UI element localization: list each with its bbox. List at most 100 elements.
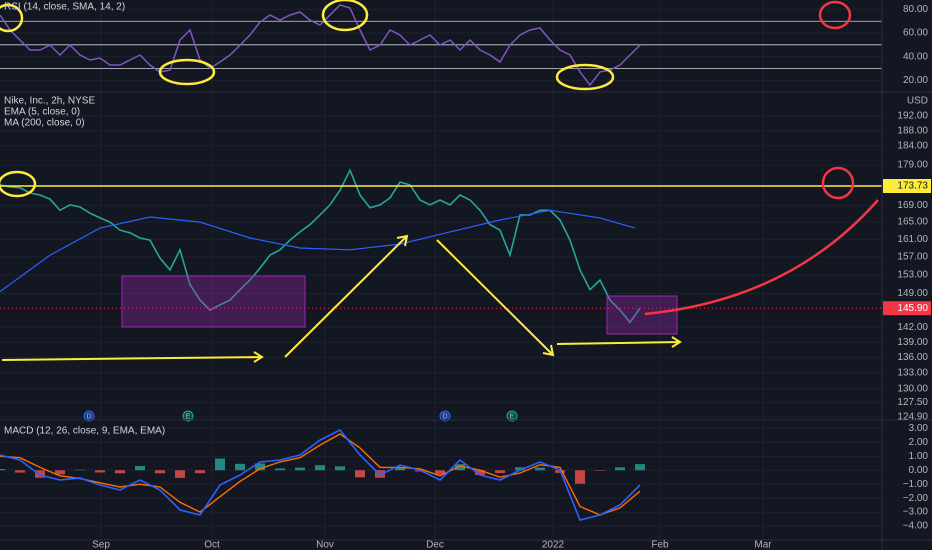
highlight-circle xyxy=(321,0,369,32)
y-tick-label: 188.00 xyxy=(897,125,928,136)
x-tick-label: Mar xyxy=(754,540,772,550)
grid-layer xyxy=(0,0,882,540)
price-badge xyxy=(883,301,931,316)
macd-line xyxy=(0,428,641,521)
x-tick-label: Sep xyxy=(92,540,110,550)
y-tick-label: 127.50 xyxy=(897,397,928,408)
y-tick-label: 20.00 xyxy=(903,75,928,86)
ema-legend: EMA (5, close, 0) xyxy=(4,107,80,118)
zone-box xyxy=(121,275,306,328)
event-marker xyxy=(439,410,451,422)
histogram-bar xyxy=(295,467,305,471)
event-label: D xyxy=(86,413,91,420)
x-tick-label: Nov xyxy=(316,540,334,550)
price-badge-label: 145.90 xyxy=(897,303,928,314)
y-tick-label: 40.00 xyxy=(903,51,928,62)
y-tick-label: 179.00 xyxy=(897,160,928,171)
y-tick-label: 60.00 xyxy=(903,28,928,39)
highlight-circle xyxy=(0,170,37,198)
highlight-circle xyxy=(555,63,615,91)
price-series xyxy=(0,209,636,293)
x-tick-label: Oct xyxy=(204,540,220,550)
histogram-bar xyxy=(435,470,445,475)
histogram-bar xyxy=(155,470,165,474)
y-tick-label: 3.00 xyxy=(909,423,929,434)
histogram-bar xyxy=(355,470,365,478)
histogram-bar xyxy=(175,470,185,478)
target-circle xyxy=(818,0,852,30)
event-marker xyxy=(182,410,194,422)
histogram-bar xyxy=(115,470,125,474)
y-tick-label: 142.00 xyxy=(897,322,928,333)
y-tick-label: −4.00 xyxy=(903,521,929,532)
projection-curve xyxy=(644,199,879,316)
arrow xyxy=(284,234,409,358)
price-badge xyxy=(883,178,931,193)
y-tick-label: −3.00 xyxy=(903,507,929,518)
y-tick-label: 124.90 xyxy=(897,412,928,423)
arrow xyxy=(1,351,264,363)
x-tick-label: Feb xyxy=(651,540,669,550)
price-series xyxy=(0,168,641,324)
histogram-bar xyxy=(535,467,545,471)
y-tick-label: 169.00 xyxy=(897,200,928,211)
histogram-bar xyxy=(635,464,645,471)
x-tick-label: Dec xyxy=(426,540,444,550)
histogram-bar xyxy=(135,466,145,471)
currency-label: USD xyxy=(907,96,928,107)
y-tick-label: 1.00 xyxy=(909,451,929,462)
event-label: D xyxy=(442,413,447,420)
y-tick-label: 130.00 xyxy=(897,384,928,395)
highlight-circle xyxy=(158,58,216,86)
price-badge-label: 173.73 xyxy=(897,181,928,192)
histogram-bar xyxy=(55,470,65,475)
highlight-circle xyxy=(0,3,24,33)
event-marker xyxy=(506,410,518,422)
histogram-bar xyxy=(0,468,5,471)
histogram-bar xyxy=(335,466,345,471)
signal-line xyxy=(0,433,641,516)
y-tick-label: 184.00 xyxy=(897,140,928,151)
histogram-bar xyxy=(215,458,225,471)
y-tick-label: −2.00 xyxy=(903,493,929,504)
histogram-bar xyxy=(255,463,265,471)
y-tick-label: −1.00 xyxy=(903,479,929,490)
y-tick-label: 136.00 xyxy=(897,352,928,363)
y-tick-label: 0.00 xyxy=(909,465,929,476)
histogram-bar xyxy=(475,470,485,475)
event-marker xyxy=(83,410,95,422)
zone-box xyxy=(606,295,678,335)
macd-legend: MACD (12, 26, close, 9, EMA, EMA) xyxy=(4,426,165,437)
y-tick-label: 2.00 xyxy=(909,437,929,448)
arrow xyxy=(556,336,682,348)
histogram-bar xyxy=(575,470,585,484)
event-label: E xyxy=(510,413,515,420)
y-tick-label: 165.00 xyxy=(897,217,928,228)
y-tick-label: 161.00 xyxy=(897,234,928,245)
histogram-bar xyxy=(315,465,325,471)
rsi-line xyxy=(0,4,641,87)
y-tick-label: 157.00 xyxy=(897,252,928,263)
histogram-bar xyxy=(275,468,285,471)
histogram-bar xyxy=(595,470,605,471)
histogram-bar xyxy=(15,470,25,473)
histogram-bar xyxy=(235,463,245,471)
event-label: E xyxy=(186,413,191,420)
y-tick-label: 80.00 xyxy=(903,4,928,15)
arrow xyxy=(436,239,555,357)
histogram-bar xyxy=(195,470,205,474)
target-circle xyxy=(821,166,855,200)
histogram-bar xyxy=(515,467,525,471)
ma-legend: MA (200, close, 0) xyxy=(4,118,85,129)
rsi-legend: RSI (14, close, SMA, 14, 2) xyxy=(4,2,125,13)
y-tick-label: 149.00 xyxy=(897,288,928,299)
user-drawings xyxy=(0,0,879,363)
histogram-bar xyxy=(455,464,465,471)
histogram-bar xyxy=(615,467,625,471)
histogram-bar xyxy=(95,470,105,473)
price-legend: Nike, Inc., 2h, NYSE xyxy=(4,96,95,107)
y-tick-label: 133.00 xyxy=(897,368,928,379)
histogram-bar xyxy=(395,467,405,471)
